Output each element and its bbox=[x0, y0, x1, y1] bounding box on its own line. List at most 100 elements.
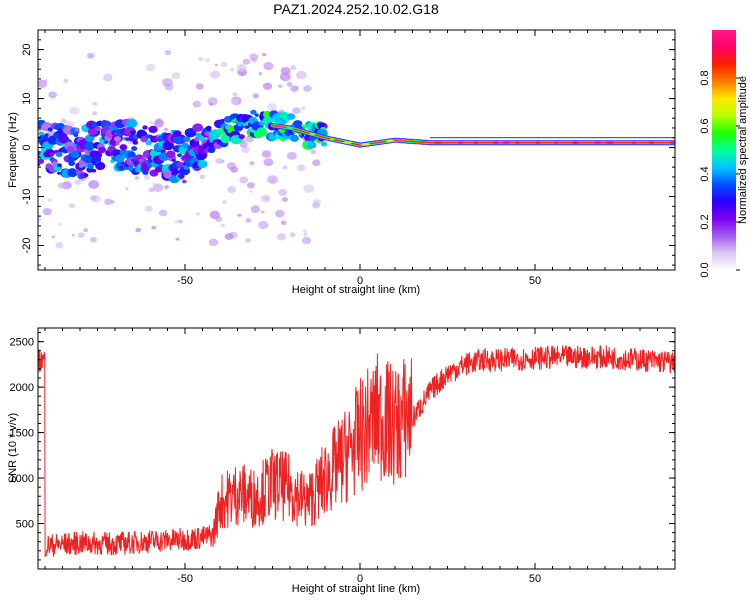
spectrogram-blob bbox=[43, 136, 48, 140]
x-tick-label: -50 bbox=[177, 573, 193, 585]
spectrogram-peak bbox=[385, 139, 395, 143]
spectrogram-blob bbox=[83, 228, 89, 233]
snr-y-ticks: 500 1000 1500 2000 2500 bbox=[10, 332, 675, 570]
spectrogram-blob bbox=[320, 141, 328, 147]
spectrogram-blob bbox=[175, 237, 180, 241]
spectrogram-blob bbox=[229, 67, 235, 72]
spectrogram-blob bbox=[220, 118, 225, 123]
spectrogram-blob bbox=[309, 141, 315, 146]
spectrogram-blob bbox=[42, 208, 52, 216]
spectrogram-blob bbox=[142, 169, 149, 175]
spectrogram-blob bbox=[301, 106, 306, 111]
spectrogram-blob bbox=[310, 150, 316, 155]
spectrogram-blob bbox=[102, 73, 113, 82]
spectrogram-blob bbox=[249, 190, 253, 193]
spectrogram-blob bbox=[49, 152, 54, 156]
spectrogram-blob bbox=[227, 186, 236, 194]
spectrogram-blob bbox=[303, 85, 312, 92]
spectrogram-blob bbox=[249, 53, 259, 61]
spectrogram-blob bbox=[48, 91, 57, 99]
snr-panel: -50 0 50 500 1000 1500 2000 2500 Height of str… bbox=[7, 327, 676, 595]
spectrogram-blob bbox=[152, 182, 156, 186]
spectrogram-blob bbox=[63, 78, 69, 83]
spectrogram-blob bbox=[104, 198, 113, 205]
spectrogram-blob bbox=[55, 242, 64, 249]
spectrogram-blob bbox=[130, 130, 136, 135]
spectrogram-peak bbox=[492, 141, 500, 144]
y-tick-label: 1000 bbox=[10, 473, 34, 485]
spectrogram-blob bbox=[205, 125, 212, 131]
spectrogram-blob bbox=[292, 107, 301, 114]
spectrogram-y-ticks: -20 -10 0 10 20 bbox=[21, 29, 675, 266]
spectrogram-blob bbox=[290, 65, 297, 70]
spectrogram-blob bbox=[87, 127, 98, 136]
spectrogram-peak bbox=[535, 141, 540, 144]
spectrogram-blob bbox=[199, 174, 206, 180]
spectrogram-blob bbox=[252, 93, 259, 99]
snr-x-axis-label: Height of straight line (km) bbox=[292, 583, 420, 595]
spectrogram-peak bbox=[669, 141, 675, 144]
spectrogram-blob bbox=[162, 141, 174, 151]
spectrogram-blob bbox=[152, 183, 164, 192]
colorbar-tick-label: 0.2 bbox=[699, 214, 711, 229]
spectrogram-blob bbox=[192, 100, 202, 108]
spectrogram-blob bbox=[77, 232, 85, 238]
spectrogram-blob bbox=[149, 121, 153, 124]
spectrogram-blob bbox=[58, 222, 63, 226]
y-tick-label: 2000 bbox=[10, 382, 34, 394]
spectrogram-blob bbox=[263, 158, 274, 167]
spectrogram-blob bbox=[178, 219, 183, 224]
spectrogram-peak bbox=[631, 141, 637, 144]
spectrogram-blob bbox=[145, 63, 156, 72]
spectrogram-blob bbox=[57, 171, 62, 175]
spectrogram-blob bbox=[84, 142, 95, 151]
spectrogram-blob bbox=[230, 166, 239, 173]
colorbar-tick-label: 0.6 bbox=[699, 118, 711, 133]
spectrogram-blob bbox=[245, 125, 250, 129]
spectrogram-blob bbox=[148, 187, 155, 193]
spectrogram-x-ticks: -50 0 50 bbox=[44, 30, 676, 287]
spectrogram-blob bbox=[293, 120, 303, 128]
spectrogram-blob bbox=[38, 62, 41, 68]
y-tick-label: 0 bbox=[21, 144, 33, 150]
spectrogram-blob bbox=[245, 238, 251, 243]
spectrogram-blob bbox=[205, 58, 210, 63]
spectrogram-blob bbox=[71, 234, 75, 237]
spectrogram-blob bbox=[60, 118, 67, 124]
spectrogram-blob bbox=[84, 173, 89, 177]
spectrogram-blob bbox=[230, 98, 239, 105]
spectrogram-blob bbox=[239, 176, 249, 184]
spectrogram-blob bbox=[277, 84, 283, 89]
spectrogram-blob bbox=[57, 182, 66, 189]
spectrogram-blob bbox=[153, 119, 165, 128]
spectrogram-blob bbox=[70, 150, 80, 159]
snr-x-ticks: -50 0 50 bbox=[44, 328, 676, 585]
spectrogram-blob bbox=[171, 158, 176, 162]
spectrogram-peak bbox=[360, 143, 371, 146]
spectrogram-blob bbox=[68, 203, 76, 209]
spectrogram-blob bbox=[198, 57, 204, 62]
spectrogram-blob bbox=[276, 233, 287, 241]
spectrogram-blob bbox=[282, 165, 288, 170]
spectrogram-blob bbox=[91, 168, 97, 173]
spectrogram-blob bbox=[256, 127, 268, 137]
spectrogram-blob bbox=[195, 83, 204, 90]
spectrogram-blob bbox=[145, 140, 152, 146]
spectrogram-blob bbox=[92, 101, 98, 107]
y-tick-label: 2500 bbox=[10, 337, 34, 349]
spectrogram-blob bbox=[68, 160, 76, 166]
spectrogram-peak bbox=[308, 132, 316, 136]
spectrogram-blob bbox=[94, 126, 101, 132]
spectrogram-blob bbox=[220, 61, 228, 68]
spectrogram-peak bbox=[342, 141, 353, 144]
spectrogram-blob bbox=[302, 229, 308, 234]
spectrogram-blob bbox=[114, 154, 125, 163]
spectrogram-blob bbox=[254, 113, 259, 117]
spectrogram-blob bbox=[275, 209, 285, 218]
spectrogram-peak bbox=[553, 141, 560, 144]
spectrogram-blob bbox=[143, 174, 151, 180]
spectrogram-peak bbox=[417, 140, 428, 144]
spectrogram-blob bbox=[74, 179, 82, 185]
spectrogram-blob bbox=[38, 158, 45, 165]
